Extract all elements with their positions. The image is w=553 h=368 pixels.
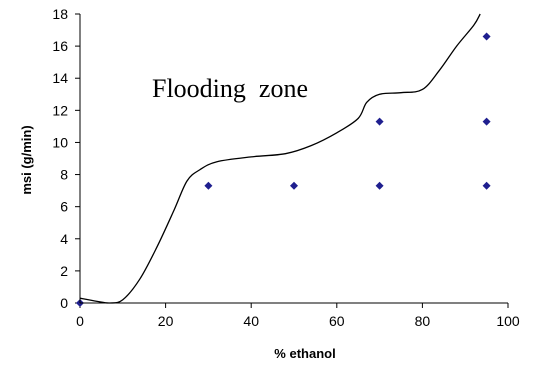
y-tick-label: 2 [60, 263, 68, 279]
data-point-diamond [204, 181, 213, 190]
data-point-diamond [375, 181, 384, 190]
flooding-boundary-curve [79, 13, 481, 304]
y-tick-label: 12 [52, 102, 68, 118]
y-tick-label: 16 [52, 38, 68, 54]
y-axis-ticks: 0 2 4 6 8 10 12 14 16 18 [52, 6, 80, 311]
x-tick-label: 80 [415, 313, 431, 329]
x-tick-label: 40 [243, 313, 259, 329]
data-points [76, 32, 491, 307]
data-point-diamond [375, 117, 384, 126]
x-tick-label: 0 [76, 313, 84, 329]
x-axis-ticks: 0 20 40 60 80 100 [76, 303, 520, 329]
axes [79, 14, 508, 304]
x-axis-title: % ethanol [274, 346, 335, 361]
x-tick-label: 60 [329, 313, 345, 329]
y-axis-title: msi (g/min) [19, 125, 34, 194]
y-tick-label: 4 [60, 231, 68, 247]
y-tick-label: 6 [60, 199, 68, 215]
data-point-diamond [482, 117, 491, 126]
flooding-zone-label: Flooding zone [152, 74, 308, 103]
x-tick-label: 20 [158, 313, 174, 329]
y-tick-label: 10 [52, 134, 68, 150]
data-point-diamond [290, 181, 298, 190]
y-tick-label: 0 [60, 295, 68, 311]
x-tick-label: 100 [496, 313, 520, 329]
y-tick-label: 8 [60, 167, 68, 183]
y-tick-label: 14 [52, 70, 68, 86]
data-point-diamond [482, 181, 491, 190]
y-tick-label: 18 [52, 6, 68, 22]
data-point-diamond [482, 32, 491, 41]
